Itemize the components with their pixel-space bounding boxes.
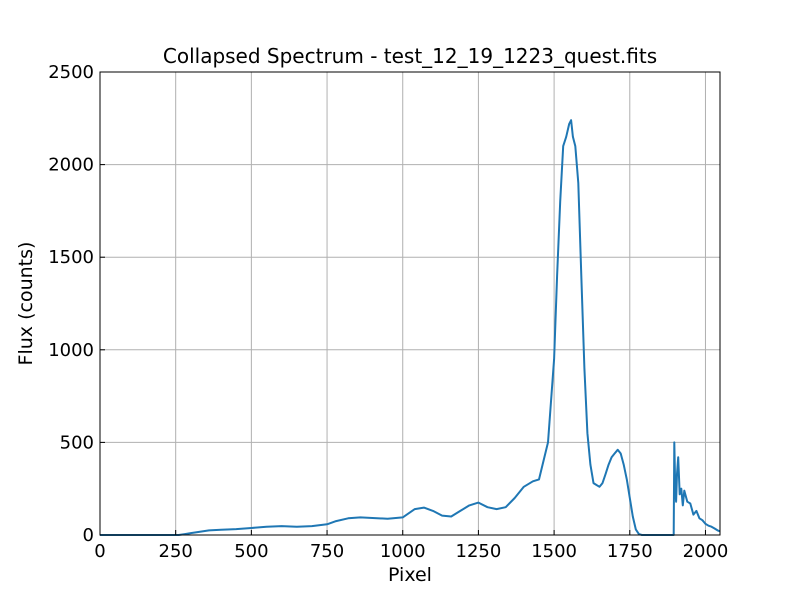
grid [99,71,720,536]
x-tick-label: 1000 [380,541,426,562]
x-tick-label: 1250 [456,541,502,562]
y-tick-label: 500 [60,432,94,453]
x-axis-label: Pixel [388,564,432,586]
x-tick-label: 250 [159,541,193,562]
x-tick-label: 1500 [531,541,577,562]
y-tick-label: 0 [83,525,94,546]
x-tick-label: 2000 [683,541,729,562]
chart-title: Collapsed Spectrum - test_12_19_1223_que… [163,44,657,68]
y-tick-label: 2000 [48,155,94,176]
series-layer [100,119,721,536]
ticks: 0 250 500 750 1000 1250 1500 1750 2000 0 500 1000 15… [48,62,728,562]
x-tick-label: 0 [94,541,105,562]
x-tick-label: 500 [234,541,268,562]
x-tick-label: 1750 [607,541,653,562]
plot-frame [99,71,721,536]
x-tick-label: 750 [310,541,344,562]
y-tick-label: 1500 [48,247,94,268]
series-line-1 [100,119,721,536]
y-tick-label: 1000 [48,340,94,361]
y-axis-label: Flux (counts) [15,242,37,366]
y-tick-label: 2500 [48,62,94,83]
